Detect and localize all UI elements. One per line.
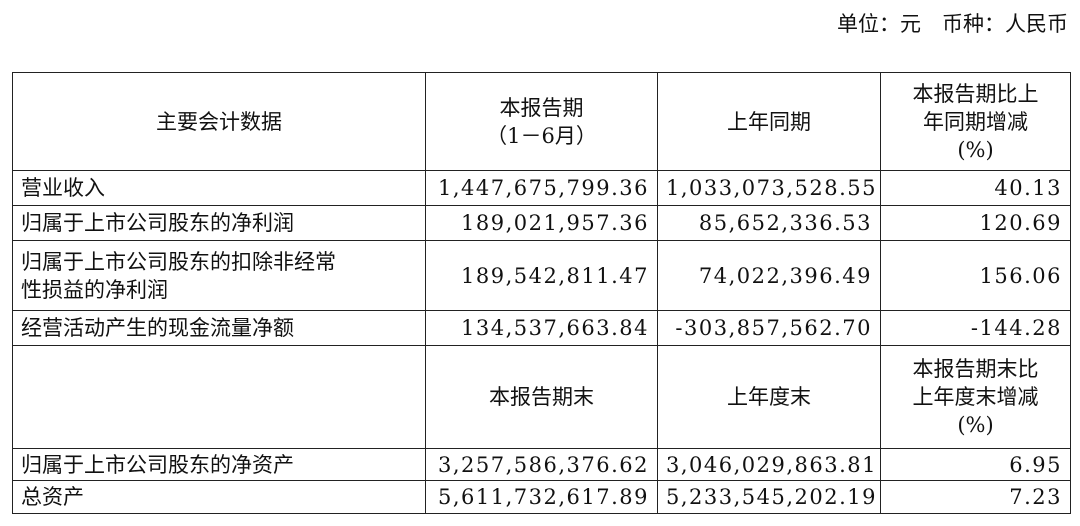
header-cell: [12, 345, 426, 449]
data-row: 营业收入 1,447,675,799.36 1,033,073,528.55 40.1…: [12, 170, 1071, 206]
value-cell: 1,033,073,528.55: [657, 170, 881, 206]
header-cell: 本报告期比上 年同期增减 (%): [880, 72, 1071, 171]
data-table: 主要会计数据 本报告期 （1－6月） 上年同期 本报告期比上 年同期增减 (%) 营业收…: [12, 72, 1071, 514]
data-row: 经营活动产生的现金流量净额 134,537,663.84 -303,857,562.…: [12, 310, 1071, 346]
value-cell: 5,233,545,202.19: [657, 480, 881, 514]
header-cell: 本报告期末: [425, 345, 658, 449]
value-cell: 189,542,811.47: [425, 240, 658, 311]
value-cell: 156.06: [880, 240, 1071, 311]
row-label: 归属于上市公司股东的净资产: [12, 448, 426, 481]
value-cell: -303,857,562.70: [657, 310, 881, 346]
data-row: 归属于上市公司股东的净资产 3,257,586,376.62 3,046,029,8…: [12, 448, 1071, 481]
value-cell: 7.23: [880, 480, 1071, 514]
header-row: 本报告期末 上年度末 本报告期末比 上年度末增减 (%): [12, 345, 1071, 449]
header-cell: 上年度末: [657, 345, 881, 449]
data-row: 归属于上市公司股东的净利润 189,021,957.36 85,652,336.53…: [12, 205, 1071, 241]
row-label: 总资产: [12, 480, 426, 514]
table-body: 主要会计数据 本报告期 （1－6月） 上年同期 本报告期比上 年同期增减 (%) 营业收…: [12, 72, 1071, 514]
value-cell: 134,537,663.84: [425, 310, 658, 346]
header-cell: 本报告期末比 上年度末增减 (%): [880, 345, 1071, 449]
data-row: 总资产 5,611,732,617.89 5,233,545,202.19 7.23: [12, 480, 1071, 514]
value-cell: 189,021,957.36: [425, 205, 658, 241]
row-label: 归属于上市公司股东的净利润: [12, 205, 426, 241]
header-cell: 本报告期 （1－6月）: [425, 72, 658, 171]
value-cell: 5,611,732,617.89: [425, 480, 658, 514]
row-label: 经营活动产生的现金流量净额: [12, 310, 426, 346]
value-cell: 3,046,029,863.81: [657, 448, 881, 481]
header-cell: 上年同期: [657, 72, 881, 171]
value-cell: 74,022,396.49: [657, 240, 881, 311]
value-cell: 40.13: [880, 170, 1071, 206]
value-cell: 6.95: [880, 448, 1071, 481]
header-row: 主要会计数据 本报告期 （1－6月） 上年同期 本报告期比上 年同期增减 (%): [12, 72, 1071, 171]
value-cell: 85,652,336.53: [657, 205, 881, 241]
value-cell: 3,257,586,376.62: [425, 448, 658, 481]
row-label: 营业收入: [12, 170, 426, 206]
value-cell: 120.69: [880, 205, 1071, 241]
header-cell: 主要会计数据: [12, 72, 426, 171]
value-cell: 1,447,675,799.36: [425, 170, 658, 206]
data-row: 归属于上市公司股东的扣除非经常 性损益的净利润 189,542,811.47 74,…: [12, 240, 1071, 311]
value-cell: -144.28: [880, 310, 1071, 346]
unit-note: 单位：元 币种：人民币: [837, 12, 1068, 36]
row-label: 归属于上市公司股东的扣除非经常 性损益的净利润: [12, 240, 426, 311]
